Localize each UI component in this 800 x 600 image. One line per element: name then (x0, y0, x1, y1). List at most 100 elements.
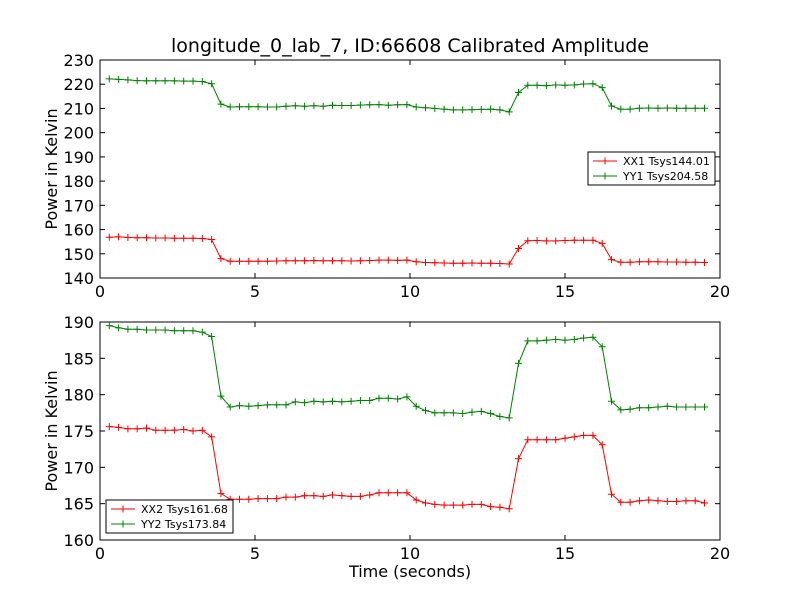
data-point (180, 327, 188, 335)
y-tick-label: 190 (63, 148, 94, 167)
data-point (608, 397, 615, 405)
data-point (291, 102, 299, 110)
data-point (124, 76, 132, 84)
data-point (496, 106, 504, 114)
data-point (124, 325, 132, 333)
data-point (338, 102, 346, 110)
data-point (208, 235, 216, 243)
data-point (654, 258, 662, 266)
data-point (440, 409, 448, 417)
y-axis-label: Power in Kelvin (42, 108, 61, 229)
legend-label: XX1 Tsys144.01 (623, 155, 710, 168)
data-point (561, 81, 569, 89)
data-point (552, 436, 560, 444)
data-point (635, 258, 643, 266)
data-point (384, 489, 392, 497)
data-point (329, 101, 336, 109)
data-point (170, 327, 178, 335)
data-point (515, 244, 522, 252)
data-point (449, 409, 457, 417)
data-point (691, 403, 699, 411)
y-tick-label: 160 (63, 221, 94, 240)
data-point (263, 257, 271, 265)
data-point (180, 77, 188, 85)
data-point (654, 497, 662, 505)
data-point (589, 333, 597, 341)
legend-marker (601, 157, 609, 165)
data-point (124, 234, 132, 242)
data-point (124, 425, 132, 433)
data-point (245, 257, 253, 265)
data-point (626, 105, 634, 113)
data-point (366, 257, 374, 265)
y-tick-label: 175 (63, 422, 94, 441)
data-point (291, 257, 299, 265)
data-point (170, 77, 178, 85)
data-point (570, 81, 578, 89)
data-point (663, 104, 671, 112)
data-point (217, 255, 225, 263)
data-point (133, 425, 141, 433)
data-point (301, 399, 309, 407)
data-point (701, 499, 708, 507)
data-point (477, 500, 485, 508)
data-point (589, 431, 597, 439)
data-point (477, 105, 485, 113)
data-point (496, 412, 504, 420)
data-point (542, 436, 550, 444)
data-point (701, 403, 708, 411)
data-point (673, 497, 681, 505)
data-point (431, 500, 439, 508)
data-point (152, 234, 160, 242)
data-point (133, 234, 141, 242)
data-point (663, 402, 671, 410)
data-point (477, 259, 485, 267)
data-point (217, 489, 225, 497)
data-point (608, 490, 615, 498)
data-point (319, 257, 327, 265)
data-point (617, 406, 625, 414)
data-point (691, 497, 699, 505)
data-point (189, 427, 197, 435)
data-point (691, 104, 699, 112)
data-point (496, 259, 504, 267)
data-point (701, 258, 708, 266)
data-point (273, 401, 281, 409)
data-point (273, 103, 281, 111)
data-point (626, 405, 634, 413)
data-point (403, 101, 411, 109)
data-point (143, 77, 150, 85)
data-point (533, 337, 541, 345)
data-point (635, 104, 643, 112)
data-point (412, 258, 420, 266)
data-point (570, 236, 578, 244)
legend-label: YY2 Tsys173.84 (140, 518, 226, 531)
data-point (236, 103, 243, 111)
data-point (691, 258, 699, 266)
data-point (198, 78, 206, 86)
data-point (524, 81, 532, 89)
data-point (282, 102, 290, 110)
top-panel: 0 5 10 15 20 140 150 160 170 180 190 200 210 220 230 Po… (42, 51, 730, 301)
data-point (673, 258, 681, 266)
data-point (291, 398, 299, 406)
data-point (329, 397, 336, 405)
data-point (598, 343, 606, 351)
data-point (617, 498, 625, 506)
chart-title: longitude_0_lab_7, ID:66608 Calibrated A… (171, 35, 649, 57)
data-point (580, 431, 588, 439)
y-tick-label: 180 (63, 172, 94, 191)
data-point (505, 414, 513, 422)
data-point (552, 335, 560, 343)
data-point (338, 398, 346, 406)
data-point (282, 257, 290, 265)
data-point (403, 393, 411, 401)
data-point (245, 495, 253, 503)
data-point (626, 498, 634, 506)
data-point (161, 234, 169, 242)
data-point (384, 256, 392, 264)
data-point (449, 259, 457, 267)
data-point (459, 410, 467, 418)
data-point (598, 239, 606, 247)
data-point (533, 81, 541, 89)
